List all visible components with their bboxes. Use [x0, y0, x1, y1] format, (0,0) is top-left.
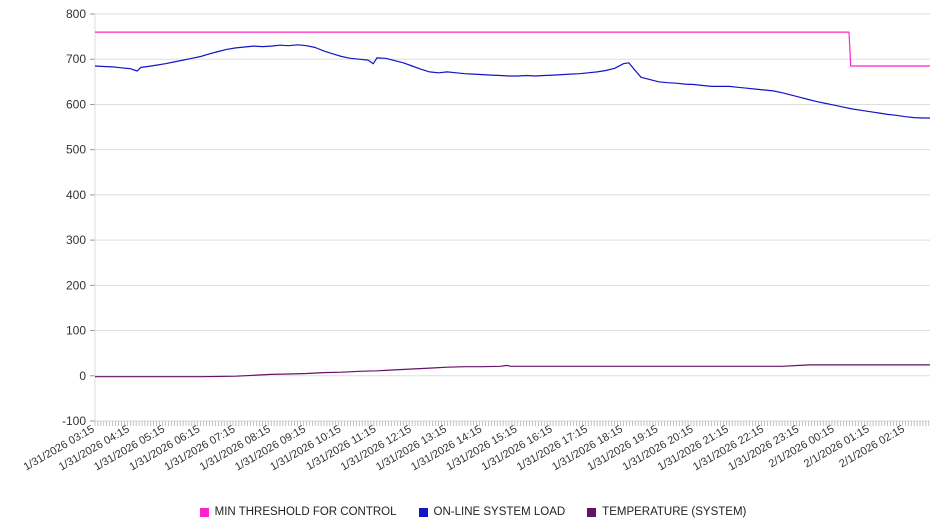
svg-text:200: 200: [66, 278, 86, 292]
chart-legend: MIN THRESHOLD FOR CONTROL ON-LINE SYSTEM…: [0, 506, 946, 518]
svg-text:0: 0: [79, 369, 86, 383]
svg-text:400: 400: [66, 188, 86, 202]
legend-label-min-threshold: MIN THRESHOLD FOR CONTROL: [214, 506, 397, 518]
legend-swatch-temperature-icon: [587, 507, 597, 517]
legend-item-temperature: TEMPERATURE (SYSTEM): [587, 506, 746, 518]
svg-text:600: 600: [66, 97, 86, 111]
legend-item-min-threshold: MIN THRESHOLD FOR CONTROL: [199, 506, 397, 518]
svg-text:100: 100: [66, 324, 86, 338]
svg-text:500: 500: [66, 143, 86, 157]
svg-text:800: 800: [66, 7, 86, 21]
svg-text:700: 700: [66, 52, 86, 66]
legend-swatch-min-threshold-icon: [199, 507, 209, 517]
svg-text:-100: -100: [62, 414, 86, 428]
legend-label-temperature: TEMPERATURE (SYSTEM): [602, 506, 747, 518]
svg-text:300: 300: [66, 233, 86, 247]
legend-item-system-load: ON-LINE SYSTEM LOAD: [418, 506, 566, 518]
legend-label-system-load: ON-LINE SYSTEM LOAD: [433, 506, 566, 518]
legend-swatch-system-load-icon: [418, 507, 428, 517]
